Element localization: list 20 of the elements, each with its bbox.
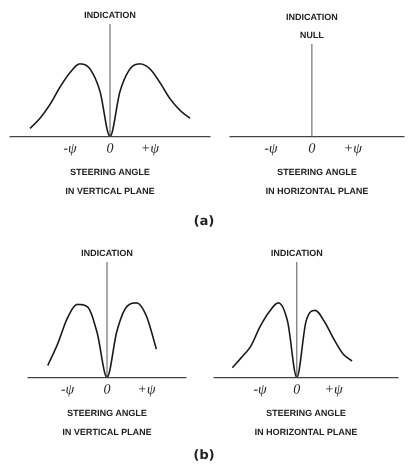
- text: INDICATION: [286, 12, 338, 22]
- x-axis-title: STEERING ANGLE IN HORIZONTAL PLANE: [254, 408, 358, 438]
- x-tick-label: 0: [104, 382, 110, 398]
- text: STEERING ANGLE IN HORIZONTAL PLANE: [266, 167, 368, 196]
- x-tick-label: +ψ: [137, 382, 156, 398]
- y-axis-title: INDICATION: [270, 248, 323, 258]
- x-tick-label: -ψ: [253, 382, 267, 398]
- y-axis-title: INDICATION: [84, 10, 136, 20]
- x-tick-label: 0: [106, 141, 114, 156]
- x-tick-label: +ψ: [140, 141, 160, 156]
- x-tick-label: +ψ: [324, 382, 343, 398]
- x-axis-title: STEERING ANGLE IN VERTICAL PLANE: [62, 408, 152, 438]
- x-tick-label: 0: [293, 382, 300, 398]
- x-tick-label: -ψ: [60, 382, 74, 398]
- text: (b): [192, 448, 216, 463]
- text: NULL: [300, 30, 324, 40]
- y-axis-title: INDICATION: [81, 248, 133, 258]
- x-axis-title: STEERING ANGLE IN VERTICAL PLANE: [65, 167, 155, 196]
- x-tick-label: -ψ: [63, 141, 77, 156]
- text: (a): [192, 214, 216, 229]
